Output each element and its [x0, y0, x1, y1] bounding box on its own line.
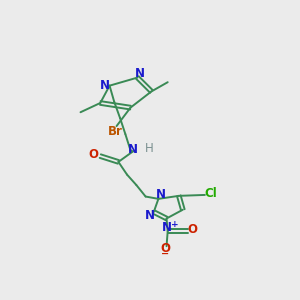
Text: Cl: Cl [204, 187, 217, 200]
Text: H: H [145, 142, 154, 154]
Text: N: N [100, 79, 110, 92]
Text: O: O [188, 223, 198, 236]
Text: N: N [161, 221, 172, 234]
Text: O: O [89, 148, 99, 161]
Text: N: N [128, 143, 138, 156]
Text: −: − [161, 249, 169, 259]
Text: +: + [171, 220, 178, 229]
Text: O: O [160, 242, 170, 255]
Text: N: N [145, 209, 154, 222]
Text: Br: Br [108, 125, 123, 138]
Text: N: N [135, 67, 145, 80]
Text: N: N [156, 188, 166, 201]
